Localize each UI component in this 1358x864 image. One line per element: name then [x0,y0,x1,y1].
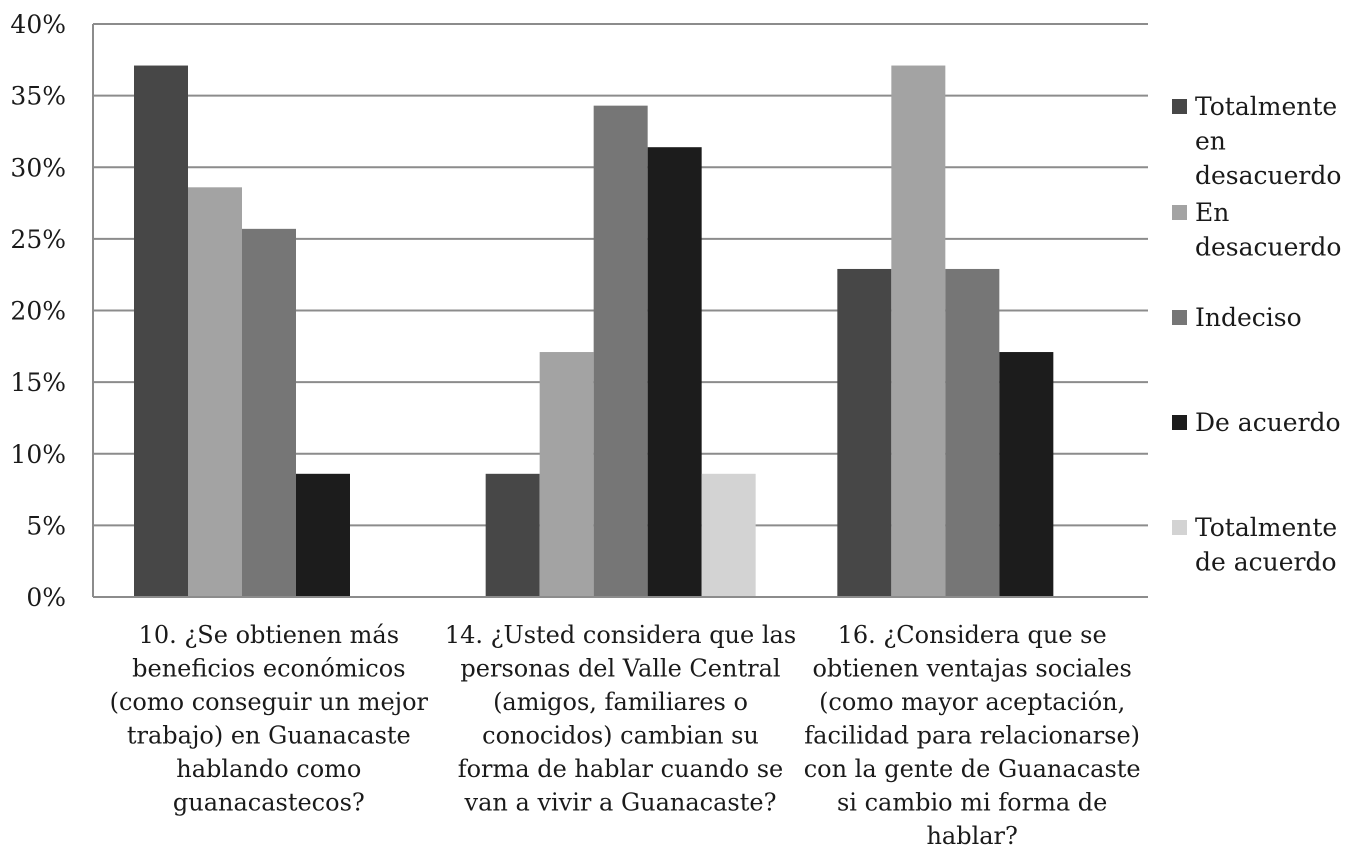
legend: Totalmente en desacuerdo En desacuerdo Indeci… [1172,92,1341,577]
category-label-line: (como conseguir un mejor [110,688,429,716]
y-tick-label: 25% [10,225,66,254]
y-tick-label: 35% [10,82,66,111]
bar [999,352,1054,597]
category-label-line: guanacastecos? [173,789,365,817]
category-label-line: facilidad para relacionarse) [804,722,1140,750]
legend-label-line: En [1195,198,1229,227]
bar [242,228,296,597]
legend-item: De acuerdo [1172,408,1341,437]
bar [188,187,242,597]
category-label-line: 16. ¿Considera que se [838,621,1107,649]
legend-label-line: Totalmente [1195,92,1337,121]
bar [647,147,702,597]
category-label-line: van a vivir a Guanacaste? [464,789,777,817]
legend-label-line: de acuerdo [1195,548,1337,577]
bar [945,268,1000,597]
y-tick-label: 40% [10,10,66,39]
bar [891,65,946,598]
category-labels: 10. ¿Se obtienen más beneficios económico… [110,621,1141,850]
category-label-line: (amigos, familiares o [493,688,748,716]
category-label-line: 10. ¿Se obtienen más [139,621,399,649]
category-label-line: con la gente de Guanacaste [804,755,1141,783]
legend-label-line: De acuerdo [1195,408,1341,437]
y-tick-label: 30% [10,153,66,182]
legend-swatch [1172,520,1187,535]
category-label-line: forma de hablar cuando se [458,755,784,783]
category-label-line: conocidos) cambian su [482,722,759,750]
y-tick-label: 20% [10,297,66,326]
axes [92,24,1148,598]
category-label-line: hablar? [926,822,1017,850]
legend-item: Indeciso [1172,303,1302,332]
bar [485,473,540,597]
legend-swatch [1172,99,1187,114]
legend-swatch [1172,205,1187,220]
legend-label-line: en [1195,127,1226,156]
legend-swatch [1172,415,1187,430]
category-label-line: trabajo) en Guanacaste [127,722,411,750]
category-label: 16. ¿Considera que se obtienen ventajas s… [804,621,1141,850]
category-label-line: (como mayor aceptación, [819,688,1125,716]
bar [296,473,350,597]
category-label: 10. ¿Se obtienen más beneficios económico… [110,621,429,817]
category-label-line: beneficios económicos [132,655,405,683]
bar [134,65,188,598]
category-label-line: personas del Valle Central [460,655,780,683]
bars [134,65,1054,598]
category-label: 14. ¿Usted considera que las personas del… [445,621,796,817]
category-label-line: obtienen ventajas sociales [812,655,1131,683]
category-label-line: si cambio mi forma de [837,789,1107,817]
bar [593,105,648,597]
legend-label-line: Totalmente [1195,513,1337,542]
y-tick-label: 5% [26,511,66,540]
legend-label-line: desacuerdo [1195,233,1341,262]
legend-label-line: desacuerdo [1195,161,1341,190]
bar [837,268,892,597]
category-label-line: hablando como [176,755,361,783]
y-tick-labels: 0% 5% 10% 15% 20% 25% 30% 35% 40% [10,10,66,612]
y-tick-label: 0% [26,583,66,612]
category-label-line: 14. ¿Usted considera que las [445,621,796,649]
legend-label-line: Indeciso [1195,303,1302,332]
y-tick-label: 10% [10,440,66,469]
y-tick-label: 15% [10,368,66,397]
bar [539,352,594,597]
legend-item: Totalmente en desacuerdo [1172,92,1341,190]
bar [701,473,756,597]
legend-swatch [1172,310,1187,325]
legend-item: En desacuerdo [1172,198,1341,262]
legend-item: Totalmente de acuerdo [1172,513,1337,577]
